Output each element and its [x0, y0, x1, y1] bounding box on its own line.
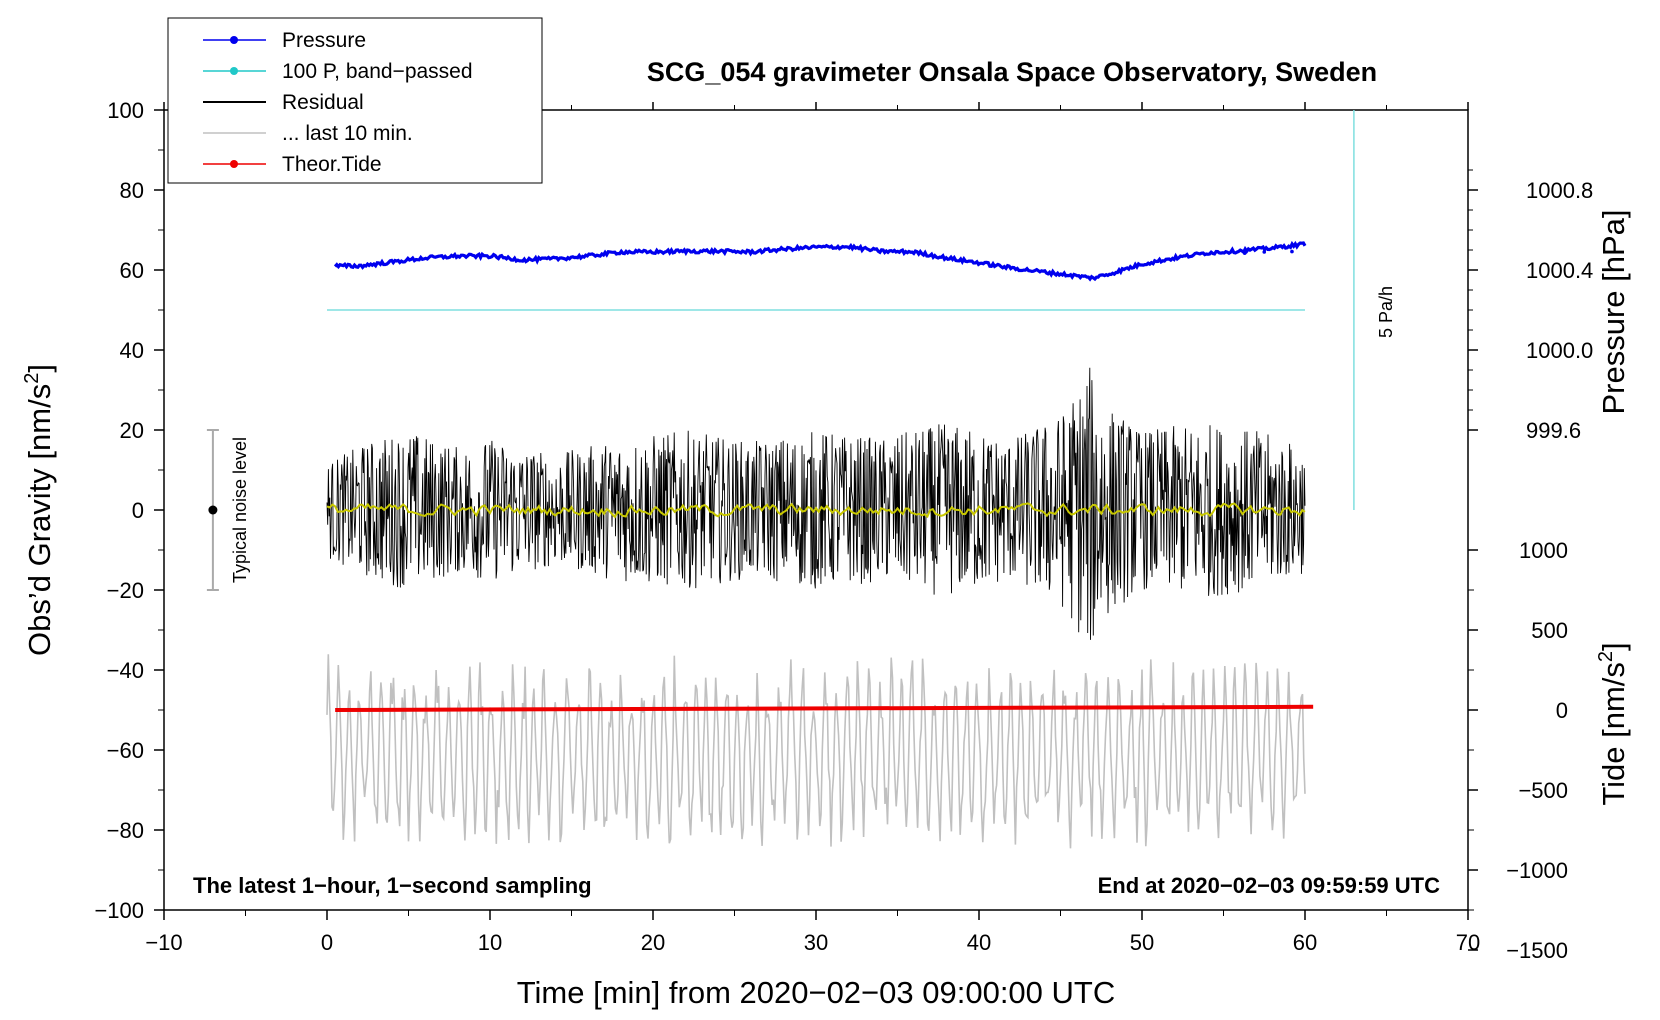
series-line-residual-smoothed [326, 502, 1306, 519]
tide-tick-label: −1500 [1506, 938, 1568, 963]
y-axis-label-tide-prefix: Tide [nm/s [1596, 662, 1631, 806]
tide-tick-labels: 1000 500 0 −500 −1000 −1500 [1506, 538, 1568, 963]
pressure-point [1262, 250, 1267, 254]
y-axis-label-pressure: Pressure [hPa] [1596, 209, 1631, 414]
x-tick-label: 30 [804, 930, 828, 955]
series-last-10-min [326, 654, 1306, 849]
y-tick-label: −20 [107, 578, 144, 603]
y-tick-label: −60 [107, 738, 144, 763]
tide-tick-label: 0 [1556, 698, 1568, 723]
legend: Pressure 100 P, band−passed Residual ... la… [167, 17, 543, 184]
legend-label: Residual [282, 91, 364, 114]
x-tick-label: 20 [641, 930, 665, 955]
series-theor-tide [335, 704, 1314, 712]
tide-tick-label: 500 [1531, 618, 1568, 643]
y-axis-label-tide-sup: 2 [1595, 651, 1617, 662]
legend-marker [230, 36, 238, 44]
y-tick-label: 100 [107, 98, 144, 123]
x-tick-labels: −10 0 10 20 30 40 50 60 70 [145, 930, 1480, 955]
noise-bar-center [208, 505, 218, 515]
legend-label: 100 P, band−passed [282, 60, 473, 83]
y-axis-label-tide: Tide [nm/s2] [1595, 642, 1631, 805]
y-axis-label-left-suffix: ] [22, 364, 57, 373]
series-line-theor-tide [335, 704, 1314, 712]
y-tick-labels: 100 80 60 40 20 0 −20 −40 −60 −80 −100 [94, 98, 144, 923]
legend-marker [230, 160, 238, 168]
footer-left: The latest 1−hour, 1−second sampling [193, 873, 592, 898]
y-tick-label: 80 [120, 178, 144, 203]
y-tick-label: 20 [120, 418, 144, 443]
x-axis-label: Time [min] from 2020−02−03 09:00:00 UTC [517, 975, 1116, 1010]
x-tick-label: 50 [1130, 930, 1154, 955]
tide-tick-label: −1000 [1506, 858, 1568, 883]
legend-label: Theor.Tide [282, 153, 382, 176]
series-line-pressure [333, 240, 1307, 282]
x-tick-label: 70 [1456, 930, 1480, 955]
pressure-tick-label: 1000.4 [1526, 258, 1593, 283]
series-residual-smoothed [326, 502, 1306, 519]
y-axis-label-left: Obs’d Gravity [nm/s2] [21, 364, 57, 656]
legend-box [167, 17, 543, 184]
y-tick-label: 0 [132, 498, 144, 523]
noise-bar [206, 429, 219, 591]
pressure-point [1242, 251, 1247, 255]
pressure-tick-label: 999.6 [1526, 418, 1581, 443]
pressure-tick-label: 1000.0 [1526, 338, 1593, 363]
rate-label: 5 Pa/h [1376, 286, 1396, 338]
tide-tick-label: 1000 [1519, 538, 1568, 563]
series-line-last-10-min [326, 654, 1306, 849]
tide-tick-label: −500 [1518, 778, 1568, 803]
y-tick-label: 40 [120, 338, 144, 363]
y-tick-label: −80 [107, 818, 144, 843]
legend-marker [230, 67, 238, 75]
y-axis-label-tide-suffix: ] [1596, 642, 1631, 651]
y-axis-label-left-prefix: Obs’d Gravity [nm/s [22, 384, 57, 656]
pressure-point [1280, 245, 1284, 249]
legend-label: ... last 10 min. [282, 122, 413, 145]
x-tick-label: 10 [478, 930, 502, 955]
series-residual [326, 367, 1306, 640]
pressure-point [1290, 249, 1294, 254]
x-tick-label: 60 [1293, 930, 1317, 955]
x-tick-label: 40 [967, 930, 991, 955]
y-tick-label: −40 [107, 658, 144, 683]
noise-label: Typical noise level [230, 437, 250, 583]
series-pressure [333, 240, 1307, 282]
x-tick-label: −10 [145, 930, 182, 955]
chart-title: SCG_054 gravimeter Onsala Space Observat… [647, 57, 1377, 87]
y-axis-label-left-sup: 2 [21, 373, 43, 384]
series-line-residual [326, 367, 1306, 640]
pressure-tick-labels: 1000.8 1000.4 1000.0 999.6 [1526, 178, 1593, 443]
legend-label: Pressure [282, 29, 366, 52]
y-tick-label: −100 [94, 898, 144, 923]
x-tick-label: 0 [321, 930, 333, 955]
pressure-tick-label: 1000.8 [1526, 178, 1593, 203]
footer-right: End at 2020−02−03 09:59:59 UTC [1098, 873, 1441, 898]
y-tick-label: 60 [120, 258, 144, 283]
